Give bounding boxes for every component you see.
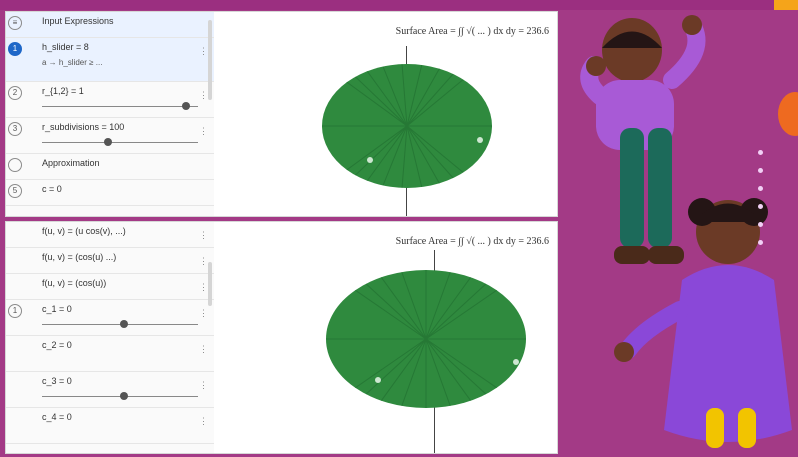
row-label: h_slider = 8 bbox=[42, 42, 89, 52]
algebra-row[interactable]: 3 r_subdivisions = 100 ⋮ bbox=[6, 118, 214, 154]
algebra-row[interactable]: f(u, v) = (cos(u)) ⋮ bbox=[6, 274, 214, 300]
surface-area-formula: Surface Area = ∫∫ √( ... ) dx dy = 236.6 bbox=[395, 26, 549, 37]
menu-icon[interactable]: ⋮ bbox=[199, 344, 208, 354]
index-badge: 5 bbox=[8, 184, 22, 198]
algebra-row[interactable]: f(u, v) = (u cos(v), ...) ⋮ bbox=[6, 222, 214, 248]
index-badge: 2 bbox=[8, 86, 22, 100]
algebra-row[interactable]: c_2 = 0 ⋮ bbox=[6, 336, 214, 372]
menu-icon[interactable]: ⋮ bbox=[199, 46, 208, 56]
menu-icon[interactable]: ⋮ bbox=[199, 308, 208, 318]
algebra-row[interactable]: 1 c_1 = 0 ⋮ bbox=[6, 300, 214, 336]
geogebra-bottom-pane: f(u, v) = (u cos(v), ...) ⋮ f(u, v) = (c… bbox=[5, 221, 558, 454]
row-label: f(u, v) = (u cos(v), ...) bbox=[42, 226, 126, 236]
bead bbox=[758, 204, 763, 209]
index-icon: ≡ bbox=[8, 16, 22, 30]
algebra-row[interactable]: 5 c = 0 bbox=[6, 180, 214, 206]
menu-icon[interactable]: ⋮ bbox=[199, 230, 208, 240]
menu-icon[interactable]: ⋮ bbox=[199, 90, 208, 100]
geogebra-top-pane: ≡ Input Expressions 1 h_slider = 8 a → h… bbox=[5, 11, 558, 217]
top-accent-bar bbox=[0, 0, 798, 10]
row-label: c_1 = 0 bbox=[42, 304, 72, 314]
row-label: f(u, v) = (cos(u) ...) bbox=[42, 252, 117, 262]
row-label: c_2 = 0 bbox=[42, 340, 72, 350]
row-label: f(u, v) = (cos(u)) bbox=[42, 278, 107, 288]
index-badge bbox=[8, 158, 22, 172]
bead bbox=[758, 222, 763, 227]
balloon-icon bbox=[778, 92, 798, 136]
algebra-row[interactable]: c_4 = 0 ⋮ bbox=[6, 408, 214, 444]
bead bbox=[758, 168, 763, 173]
algebra-scrollbar[interactable] bbox=[208, 262, 212, 306]
algebra-header[interactable]: ≡ Input Expressions bbox=[6, 12, 214, 38]
header-text: Input Expressions bbox=[42, 16, 114, 26]
algebra-scrollbar[interactable] bbox=[208, 20, 212, 100]
surface-ellipse bbox=[322, 64, 492, 188]
row-label: c = 0 bbox=[42, 184, 62, 194]
index-icon: 1 bbox=[8, 304, 22, 318]
algebra-row[interactable]: Approximation bbox=[6, 154, 214, 180]
row-label: c_4 = 0 bbox=[42, 412, 72, 422]
girl-figure bbox=[614, 198, 792, 448]
orange-tab bbox=[774, 0, 798, 10]
graphics-view-bottom: Surface Area = ∫∫ √( ... ) dx dy = 236.6 bbox=[214, 222, 557, 453]
slider-track[interactable] bbox=[42, 102, 198, 110]
index-badge: 3 bbox=[8, 122, 22, 136]
menu-icon[interactable]: ⋮ bbox=[199, 380, 208, 390]
illustration-panel bbox=[562, 10, 798, 457]
row-sub-label: a → h_slider ≥ ... bbox=[42, 58, 103, 67]
bead bbox=[758, 186, 763, 191]
menu-icon[interactable]: ⋮ bbox=[199, 282, 208, 292]
bead bbox=[758, 150, 763, 155]
algebra-row[interactable]: f(u, v) = (cos(u) ...) ⋮ bbox=[6, 248, 214, 274]
kids-illustration bbox=[580, 15, 792, 448]
slider-track[interactable] bbox=[42, 138, 198, 146]
menu-icon[interactable]: ⋮ bbox=[199, 416, 208, 426]
slider-track[interactable] bbox=[42, 392, 198, 400]
row-label: Approximation bbox=[42, 158, 100, 168]
boy-figure bbox=[580, 15, 706, 264]
algebra-row[interactable]: c_3 = 0 ⋮ bbox=[6, 372, 214, 408]
algebra-row[interactable]: 2 r_{1,2} = 1 ⋮ bbox=[6, 82, 214, 118]
algebra-view-bottom: f(u, v) = (u cos(v), ...) ⋮ f(u, v) = (c… bbox=[6, 222, 215, 453]
bead bbox=[758, 240, 763, 245]
slider-track[interactable] bbox=[42, 320, 198, 328]
menu-icon[interactable]: ⋮ bbox=[199, 126, 208, 136]
graphics-view-top: Surface Area = ∫∫ √( ... ) dx dy = 236.6 bbox=[214, 12, 557, 216]
surface-ellipse bbox=[326, 270, 526, 408]
row-label: r_{1,2} = 1 bbox=[42, 86, 84, 96]
row-label: c_3 = 0 bbox=[42, 376, 72, 386]
algebra-row[interactable]: 1 h_slider = 8 a → h_slider ≥ ... ⋮ bbox=[6, 38, 214, 82]
index-badge: 1 bbox=[8, 42, 22, 56]
menu-icon[interactable]: ⋮ bbox=[199, 256, 208, 266]
row-label: r_subdivisions = 100 bbox=[42, 122, 125, 132]
algebra-view-top: ≡ Input Expressions 1 h_slider = 8 a → h… bbox=[6, 12, 215, 216]
surface-area-formula: Surface Area = ∫∫ √( ... ) dx dy = 236.6 bbox=[395, 236, 549, 247]
